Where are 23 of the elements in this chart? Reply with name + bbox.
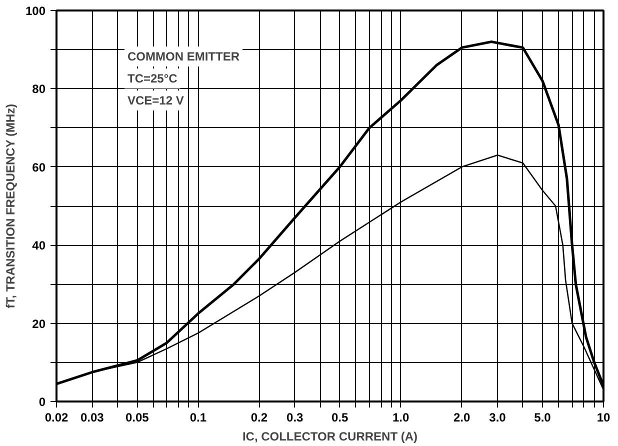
annotation: COMMON EMITTER (128, 50, 240, 64)
y-tick-label: 100 (25, 4, 46, 18)
x-tick-label: 0.02 (44, 410, 69, 424)
y-tick-label: 60 (32, 160, 46, 174)
x-tick-label: 0.03 (80, 410, 104, 424)
x-tick-label: 5.0 (534, 410, 552, 424)
x-tick-label: 0.3 (286, 410, 304, 424)
y-axis-title: fT, TRANSITION FREQUENCY (MHz) (3, 104, 18, 308)
annotation: TC=25°C (128, 72, 178, 86)
x-tick-label: 3.0 (489, 410, 506, 424)
x-axis-title: IC, COLLECTOR CURRENT (A) (242, 430, 418, 444)
y-tick-label: 20 (32, 316, 46, 331)
y-tick-label: 0 (38, 395, 46, 409)
x-tick-label: 2.0 (454, 410, 471, 424)
x-tick-label: 0.05 (125, 410, 150, 424)
x-tick-label: 1.0 (392, 410, 410, 424)
y-tick-label: 40 (32, 238, 46, 253)
annotation: VCE=12 V (128, 94, 184, 108)
x-tick-label: 0.2 (250, 410, 268, 424)
x-tick-label: 10 (596, 410, 610, 424)
x-tick-label: 0.1 (190, 410, 207, 424)
y-tick-label: 80 (32, 82, 46, 96)
x-tick-label: 0.5 (331, 410, 348, 424)
